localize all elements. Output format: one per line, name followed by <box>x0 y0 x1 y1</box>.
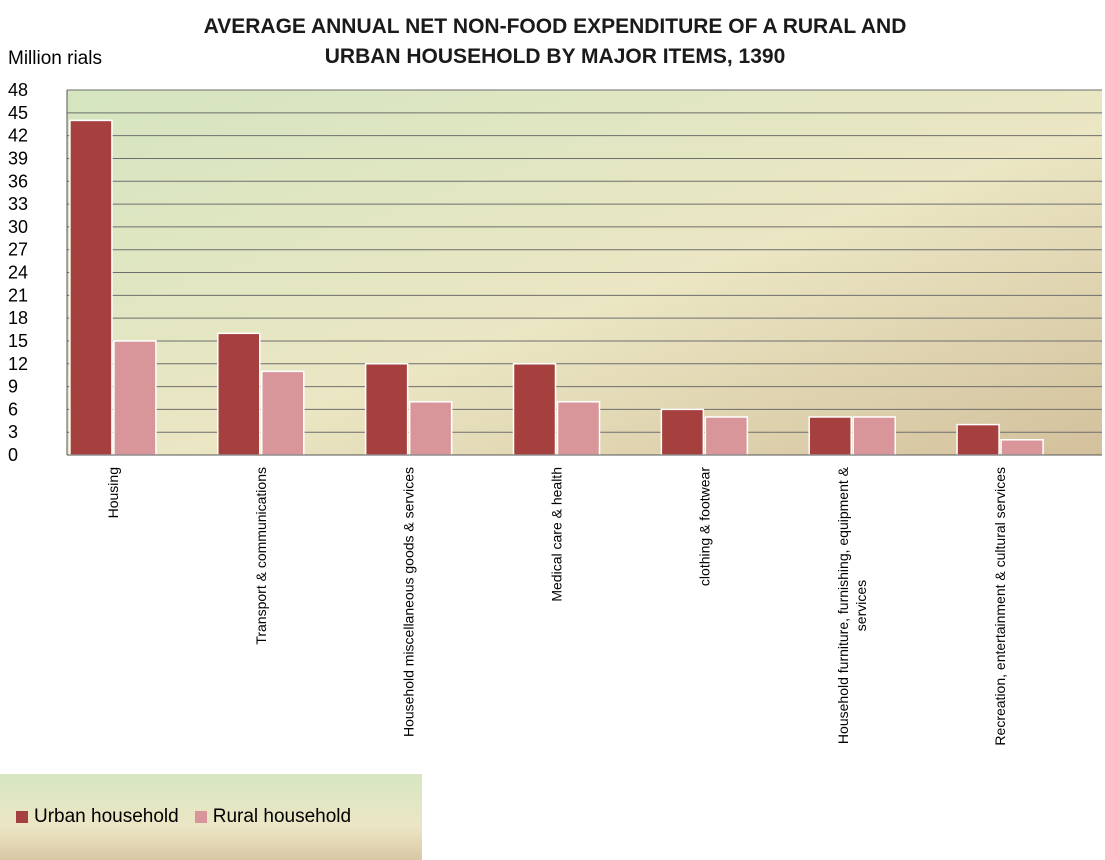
bar-urban <box>956 423 1000 456</box>
chart-title-line-1: AVERAGE ANNUAL NET NON-FOOD EXPENDITURE … <box>203 15 907 38</box>
y-tick-label: 42 <box>8 126 28 146</box>
category-label: Household furniture, furnishing, equipme… <box>835 466 869 744</box>
y-tick-label: 36 <box>8 171 28 191</box>
bar-rural <box>113 340 157 456</box>
y-tick-label: 15 <box>8 331 28 351</box>
category-label-line: Household furniture, furnishing, equipme… <box>835 466 851 744</box>
bar-urban <box>364 363 409 456</box>
bar-rural <box>704 416 749 456</box>
category-label-line: Housing <box>105 467 121 518</box>
y-tick-label: 12 <box>8 354 28 374</box>
y-tick-label: 39 <box>8 148 28 168</box>
y-tick-label: 21 <box>8 285 28 305</box>
bars <box>69 119 1044 456</box>
bar-rural <box>556 401 601 456</box>
y-tick-label: 33 <box>8 194 28 214</box>
category-label: Transport & communications <box>253 467 269 645</box>
y-axis-label: Million rials <box>8 48 102 69</box>
y-tick-label: 6 <box>8 399 18 419</box>
category-label-line: services <box>853 580 869 631</box>
legend-item-urban: Urban household <box>16 806 179 828</box>
y-tick-label: 27 <box>8 240 28 260</box>
bar-rural <box>852 416 896 456</box>
bar-rural <box>1000 439 1044 456</box>
bar-rural <box>261 370 305 456</box>
category-label: Housing <box>105 467 121 518</box>
category-label: Recreation, entertainment & cultural ser… <box>992 467 1008 746</box>
category-label-line: Recreation, entertainment & cultural ser… <box>992 467 1008 746</box>
category-label-line: Household miscellaneous goods & services <box>401 467 417 737</box>
bar-urban <box>808 416 852 456</box>
category-label-line: clothing & footwear <box>696 467 712 586</box>
y-tick-label: 18 <box>8 308 28 328</box>
y-tick-label: 0 <box>8 445 18 465</box>
legend-label-urban: Urban household <box>34 806 179 827</box>
y-tick-label: 3 <box>8 422 18 442</box>
bar-rural <box>408 401 453 456</box>
y-tick-label: 45 <box>8 103 28 123</box>
y-tick-label: 9 <box>8 377 18 397</box>
y-tick-label: 48 <box>8 80 28 100</box>
legend-swatch-rural <box>194 811 207 823</box>
bar-urban <box>217 332 261 456</box>
bar-urban <box>660 408 705 456</box>
y-tick-label: 24 <box>8 263 28 283</box>
legend-label-rural: Rural household <box>212 806 352 827</box>
legend: Urban household Rural household <box>0 774 422 860</box>
bar-urban <box>69 119 113 456</box>
legend-item-rural: Rural household <box>194 806 352 828</box>
category-label-line: Transport & communications <box>253 467 269 645</box>
y-tick-label: 30 <box>8 217 28 237</box>
bar-urban <box>512 363 557 456</box>
legend-swatch-urban <box>16 811 28 823</box>
chart-title: AVERAGE ANNUAL NET NON-FOOD EXPENDITURE … <box>130 12 980 72</box>
category-label: Medical care & health <box>549 467 565 602</box>
category-labels: Housing Transport & communications Househo… <box>105 466 1008 745</box>
chart-title-line-2: URBAN HOUSEHOLD BY MAJOR ITEMS, 1390 <box>324 45 786 68</box>
category-label-line: Medical care & health <box>549 467 565 602</box>
category-label: Household miscellaneous goods & services <box>401 467 417 737</box>
category-label: clothing & footwear <box>696 467 712 586</box>
